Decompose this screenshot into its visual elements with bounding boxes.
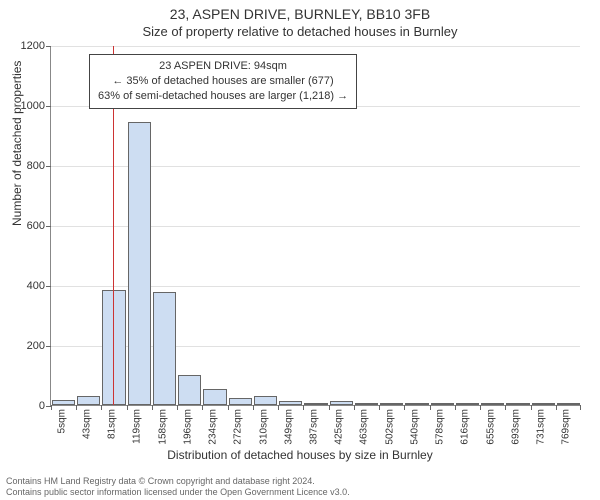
histogram-bar [405, 403, 428, 405]
xtick-label: 693sqm [510, 409, 521, 445]
y-axis-label: Number of detached properties [10, 61, 24, 226]
xtick-mark [580, 405, 581, 410]
footer-line2: Contains public sector information licen… [6, 487, 350, 498]
ytick-mark [46, 46, 51, 47]
histogram-bar [77, 396, 100, 405]
histogram-bar [456, 403, 479, 405]
xtick-mark [152, 405, 153, 410]
xtick-mark [76, 405, 77, 410]
histogram-bar [431, 403, 454, 405]
histogram-bar [481, 403, 504, 405]
annotation-line: ← 35% of detached houses are smaller (67… [98, 74, 348, 89]
xtick-label: 655sqm [485, 409, 496, 445]
xtick-mark [505, 405, 506, 410]
ytick-label: 200 [27, 340, 45, 352]
ytick-label: 600 [27, 220, 45, 232]
ytick-label: 0 [39, 400, 45, 412]
histogram-bar [506, 403, 529, 405]
xtick-label: 425sqm [334, 409, 345, 445]
chart-container: 0200400600800100012005sqm43sqm81sqm119sq… [50, 46, 580, 406]
xtick-mark [253, 405, 254, 410]
ytick-mark [46, 166, 51, 167]
ytick-mark [46, 226, 51, 227]
xtick-mark [455, 405, 456, 410]
xtick-label: 119sqm [132, 409, 143, 444]
xtick-mark [404, 405, 405, 410]
ytick-label: 1200 [21, 40, 45, 52]
xtick-label: 387sqm [309, 409, 320, 445]
ytick-label: 400 [27, 280, 45, 292]
xtick-mark [202, 405, 203, 410]
xtick-label: 43sqm [81, 409, 92, 439]
xtick-mark [354, 405, 355, 410]
chart-title-line2: Size of property relative to detached ho… [0, 22, 600, 43]
xtick-label: 81sqm [107, 409, 118, 439]
histogram-bar [254, 396, 277, 405]
xtick-label: 5sqm [56, 409, 67, 433]
ytick-label: 1000 [21, 100, 45, 112]
annotation-box: 23 ASPEN DRIVE: 94sqm← 35% of detached h… [89, 54, 357, 109]
x-axis-label: Distribution of detached houses by size … [0, 448, 600, 462]
ytick-mark [46, 286, 51, 287]
histogram-bar [153, 292, 176, 405]
histogram-bar [229, 398, 252, 405]
annotation-line: 63% of semi-detached houses are larger (… [98, 89, 348, 104]
histogram-bar [279, 401, 302, 406]
histogram-bar [557, 403, 580, 405]
xtick-label: 158sqm [157, 409, 168, 445]
histogram-bar [330, 401, 353, 406]
xtick-label: 463sqm [359, 409, 370, 445]
histogram-bar [304, 403, 327, 405]
xtick-label: 234sqm [208, 409, 219, 445]
xtick-label: 272sqm [233, 409, 244, 445]
xtick-mark [556, 405, 557, 410]
plot-area: 0200400600800100012005sqm43sqm81sqm119sq… [50, 46, 580, 406]
annotation-line: 23 ASPEN DRIVE: 94sqm [98, 59, 348, 74]
chart-footer: Contains HM Land Registry data © Crown c… [0, 476, 350, 499]
xtick-mark [127, 405, 128, 410]
histogram-bar [355, 403, 378, 405]
xtick-mark [228, 405, 229, 410]
xtick-mark [480, 405, 481, 410]
histogram-bar [380, 403, 403, 405]
histogram-bar [203, 389, 226, 406]
xtick-label: 349sqm [283, 409, 294, 445]
xtick-label: 310sqm [258, 409, 269, 445]
histogram-bar [178, 375, 201, 405]
xtick-label: 731sqm [536, 409, 547, 445]
footer-line1: Contains HM Land Registry data © Crown c… [6, 476, 350, 487]
ytick-mark [46, 106, 51, 107]
xtick-mark [329, 405, 330, 410]
xtick-label: 502sqm [384, 409, 395, 445]
ytick-mark [46, 346, 51, 347]
xtick-mark [379, 405, 380, 410]
xtick-label: 540sqm [409, 409, 420, 445]
xtick-mark [303, 405, 304, 410]
chart-title-line1: 23, ASPEN DRIVE, BURNLEY, BB10 3FB [0, 0, 600, 22]
xtick-mark [430, 405, 431, 410]
xtick-label: 769sqm [561, 409, 572, 445]
histogram-bar [532, 403, 555, 405]
histogram-bar [102, 290, 125, 406]
xtick-mark [531, 405, 532, 410]
xtick-label: 616sqm [460, 409, 471, 445]
xtick-mark [51, 405, 52, 410]
ytick-label: 800 [27, 160, 45, 172]
xtick-label: 196sqm [182, 409, 193, 445]
grid-line [51, 46, 580, 47]
xtick-label: 578sqm [435, 409, 446, 445]
xtick-mark [278, 405, 279, 410]
histogram-bar [128, 122, 151, 406]
xtick-mark [177, 405, 178, 410]
xtick-mark [101, 405, 102, 410]
histogram-bar [52, 400, 75, 405]
